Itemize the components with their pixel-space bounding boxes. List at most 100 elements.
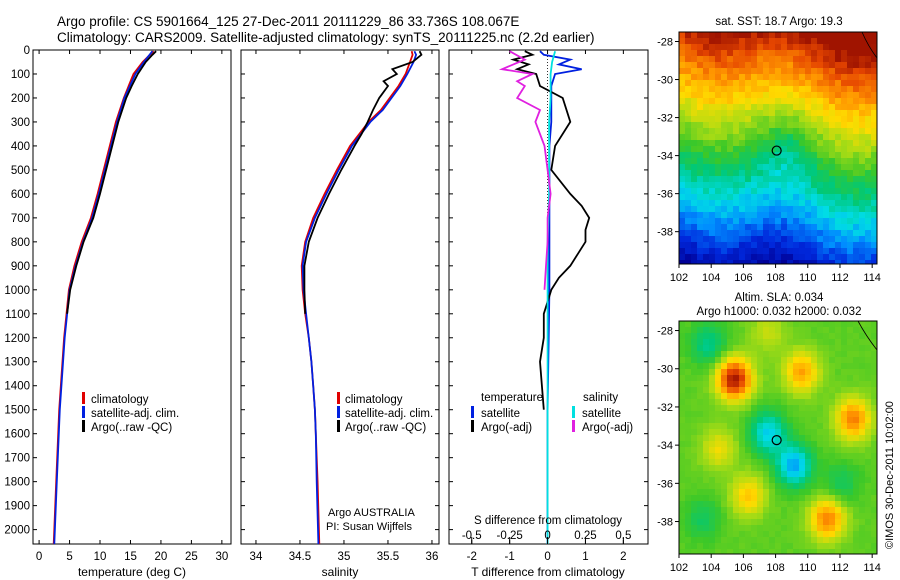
map-cell	[727, 68, 734, 75]
legend-swatch-satellite	[82, 406, 85, 418]
map-cell	[739, 86, 746, 93]
map-cell	[763, 423, 770, 430]
map-cell	[823, 194, 830, 201]
map-cell	[859, 495, 866, 502]
map-cell	[871, 429, 877, 436]
map-cell	[685, 549, 692, 554]
map-cell	[739, 260, 746, 264]
map-cell	[829, 345, 836, 352]
map-cell	[829, 32, 836, 39]
map-cell	[871, 134, 877, 141]
map-cell	[871, 56, 877, 63]
map-cell	[745, 248, 752, 255]
map-cell	[829, 62, 836, 69]
map-cell	[793, 519, 800, 526]
map-cell	[679, 351, 686, 358]
map-cell	[865, 411, 872, 418]
map-cell	[733, 188, 740, 195]
map-cell	[697, 86, 704, 93]
map-cell	[871, 441, 877, 448]
map-cell	[715, 393, 722, 400]
map-cell	[805, 110, 812, 117]
map-cell	[733, 242, 740, 249]
map-cell	[841, 513, 848, 520]
map-cell	[745, 477, 752, 484]
map-cell	[775, 465, 782, 472]
y-tick-label: -36	[657, 478, 673, 490]
map-cell	[835, 200, 842, 207]
map-cell	[763, 399, 770, 406]
map-cell	[871, 345, 877, 352]
map-cell	[697, 128, 704, 135]
map-cell	[811, 489, 818, 496]
map-cell	[817, 411, 824, 418]
map-cell	[715, 519, 722, 526]
map-cell	[847, 345, 854, 352]
map-cell	[775, 194, 782, 201]
map-cell	[691, 411, 698, 418]
map-cell	[871, 519, 877, 526]
map-cell	[793, 56, 800, 63]
map-cell	[799, 441, 806, 448]
map-cell	[847, 393, 854, 400]
map-cell	[859, 477, 866, 484]
y-tick-label: 1700	[4, 453, 30, 465]
map-cell	[679, 375, 686, 382]
map-cell	[793, 453, 800, 460]
map-cell	[871, 513, 877, 520]
map-cell	[865, 242, 872, 249]
map-cell	[865, 375, 872, 382]
map-cell	[847, 483, 854, 490]
map-cell	[739, 230, 746, 237]
map-cell	[691, 218, 698, 225]
map-cell	[793, 128, 800, 135]
map-cell	[847, 429, 854, 436]
map-cell	[775, 200, 782, 207]
map-cell	[793, 387, 800, 394]
map-cell	[757, 411, 764, 418]
map-cell	[787, 333, 794, 340]
map-cell	[769, 68, 776, 75]
map-cell	[709, 140, 716, 147]
map-cell	[709, 507, 716, 514]
map-cell	[781, 429, 788, 436]
map-cell	[805, 531, 812, 538]
map-cell	[757, 399, 764, 406]
map-cell	[739, 531, 746, 538]
map-cell	[697, 254, 704, 261]
map-cell	[823, 74, 830, 81]
map-cell	[853, 134, 860, 141]
map-cell	[775, 116, 782, 123]
map-cell	[787, 417, 794, 424]
map-cell	[715, 411, 722, 418]
map-cell	[841, 543, 848, 550]
map-cell	[679, 387, 686, 394]
map-cell	[751, 441, 758, 448]
map-cell	[793, 339, 800, 346]
map-cell	[703, 447, 710, 454]
map-cell	[685, 152, 692, 159]
map-cell	[721, 152, 728, 159]
map-cell	[769, 260, 776, 264]
map-cell	[847, 417, 854, 424]
map-cell	[745, 68, 752, 75]
map-cell	[823, 537, 830, 544]
map-cell	[715, 206, 722, 213]
map-cell	[739, 417, 746, 424]
map-cell	[829, 459, 836, 466]
map-cell	[691, 441, 698, 448]
map-cell	[691, 501, 698, 508]
map-cell	[751, 152, 758, 159]
map-cell	[745, 206, 752, 213]
map-cell	[799, 38, 806, 45]
map-cell	[715, 375, 722, 382]
map-cell	[727, 194, 734, 201]
map-cell	[775, 453, 782, 460]
y-tick-label: 1300	[4, 357, 30, 369]
map-cell	[841, 357, 848, 364]
map-cell	[817, 453, 824, 460]
map-cell	[733, 50, 740, 57]
map-cell	[703, 417, 710, 424]
map-cell	[829, 218, 836, 225]
map-cell	[775, 327, 782, 334]
